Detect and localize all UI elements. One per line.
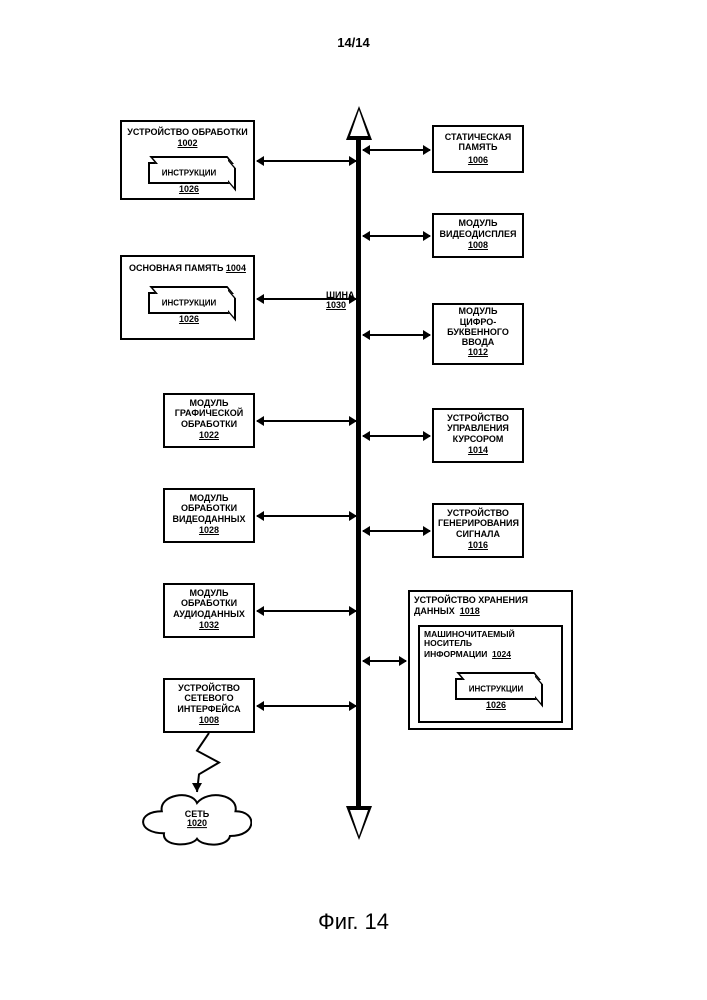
network-cloud-label: СЕТЬ1020	[185, 810, 209, 830]
processing-device-title: УСТРОЙСТВО ОБРАБОТКИ1002	[122, 127, 253, 149]
audio-module-box: МОДУЛЬОБРАБОТКИАУДИОДАННЫХ1032	[163, 583, 255, 638]
network-zigzag-connector	[182, 733, 224, 797]
video-module-title: МОДУЛЬОБРАБОТКИВИДЕОДАННЫХ	[169, 493, 249, 524]
alphanumeric-input-box: МОДУЛЬЦИФРО-БУКВЕННОГОВВОДА1012	[432, 303, 524, 365]
graphics-module-title: МОДУЛЬГРАФИЧЕСКОЙОБРАБОТКИ	[169, 398, 249, 429]
main-memory-instructions-block: ИНСТРУКЦИИ1026	[148, 292, 230, 314]
bus-arrow-up	[346, 106, 372, 140]
alphanumeric-input-ref: 1012	[468, 347, 488, 357]
network-interface-connector	[257, 705, 356, 707]
storage-instructions-block: ИНСТРУКЦИИ1026	[455, 678, 537, 700]
alphanumeric-input-connector	[363, 334, 430, 336]
video-display-ref: 1008	[468, 240, 488, 250]
storage-device-title: УСТРОЙСТВО ХРАНЕНИЯДАННЫХ 1018	[414, 595, 567, 617]
cursor-control-connector	[363, 435, 430, 437]
cursor-control-title: УСТРОЙСТВОУПРАВЛЕНИЯКУРСОРОМ	[438, 413, 518, 444]
network-cloud: СЕТЬ1020	[142, 792, 252, 847]
signal-gen-connector	[363, 530, 430, 532]
processing-device-instructions-block: ИНСТРУКЦИИ1026	[148, 162, 230, 184]
instructions-ref: 1026	[457, 700, 535, 710]
instructions-ref: 1026	[150, 184, 228, 194]
video-display-box: МОДУЛЬВИДЕОДИСПЛЕЯ1008	[432, 213, 524, 258]
figure-label: Фиг. 14	[318, 909, 389, 935]
cursor-control-box: УСТРОЙСТВОУПРАВЛЕНИЯКУРСОРОМ1014	[432, 408, 524, 463]
page-number: 14/14	[337, 35, 370, 50]
graphics-module-box: МОДУЛЬГРАФИЧЕСКОЙОБРАБОТКИ1022	[163, 393, 255, 448]
audio-module-ref: 1032	[199, 620, 219, 630]
main-memory-box: ОСНОВНАЯ ПАМЯТЬ 1004ИНСТРУКЦИИ1026	[120, 255, 255, 340]
network-interface-title: УСТРОЙСТВОСЕТЕВОГОИНТЕРФЕЙСА	[169, 683, 249, 714]
static-memory-title: СТАТИЧЕСКАЯПАМЯТЬ	[438, 130, 518, 154]
instructions-label: ИНСТРУКЦИИ	[150, 298, 228, 307]
video-display-title: МОДУЛЬВИДЕОДИСПЛЕЯ	[438, 218, 518, 239]
instructions-label: ИНСТРУКЦИИ	[150, 168, 228, 177]
network-interface-box: УСТРОЙСТВОСЕТЕВОГОИНТЕРФЕЙСА1008	[163, 678, 255, 733]
instructions-label: ИНСТРУКЦИИ	[457, 685, 535, 694]
instructions-ref: 1026	[150, 314, 228, 324]
main-memory-connector	[257, 298, 356, 300]
video-module-ref: 1028	[199, 525, 219, 535]
static-memory-ref: 1006	[468, 155, 488, 165]
cursor-control-ref: 1014	[468, 445, 488, 455]
main-memory-title: ОСНОВНАЯ ПАМЯТЬ 1004	[122, 262, 253, 273]
processing-device-box: УСТРОЙСТВО ОБРАБОТКИ1002ИНСТРУКЦИИ1026	[120, 120, 255, 200]
video-module-connector	[257, 515, 356, 517]
video-module-box: МОДУЛЬОБРАБОТКИВИДЕОДАННЫХ1028	[163, 488, 255, 543]
audio-module-title: МОДУЛЬОБРАБОТКИАУДИОДАННЫХ	[169, 588, 249, 619]
audio-module-connector	[257, 610, 356, 612]
alphanumeric-input-title: МОДУЛЬЦИФРО-БУКВЕННОГОВВОДА	[438, 308, 518, 346]
static-memory-connector	[363, 149, 430, 151]
medium-title: МАШИНОЧИТАЕМЫЙНОСИТЕЛЬИНФОРМАЦИИ 1024	[424, 630, 557, 659]
system-block-diagram: ШИНА1030 УСТРОЙСТВО ОБРАБОТКИ1002ИНСТРУК…	[0, 80, 707, 900]
static-memory-box: СТАТИЧЕСКАЯПАМЯТЬ1006	[432, 125, 524, 173]
signal-gen-ref: 1016	[468, 540, 488, 550]
processing-device-connector	[257, 160, 356, 162]
graphics-module-connector	[257, 420, 356, 422]
graphics-module-ref: 1022	[199, 430, 219, 440]
signal-gen-box: УСТРОЙСТВОГЕНЕРИРОВАНИЯСИГНАЛА1016	[432, 503, 524, 558]
signal-gen-title: УСТРОЙСТВОГЕНЕРИРОВАНИЯСИГНАЛА	[438, 508, 518, 539]
storage-connector	[363, 660, 406, 662]
bus-arrow-down	[346, 806, 372, 840]
network-interface-ref: 1008	[199, 715, 219, 725]
video-display-connector	[363, 235, 430, 237]
